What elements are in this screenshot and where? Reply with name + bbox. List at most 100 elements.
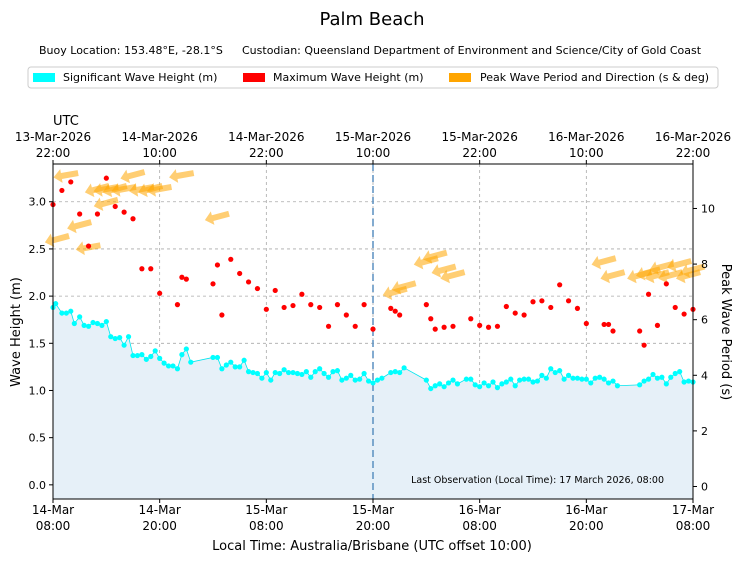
hsig-point [365,378,372,384]
hsig-point [521,376,527,382]
top-axis-ticks: 13-Mar-2026 22:00 14-Mar-2026 10:00 14-Mar-2… [15,130,731,164]
hsig-point [374,377,381,383]
hsig-point [63,310,69,316]
hmax-point [521,312,527,318]
period-arrow [111,182,137,197]
hmax-point [637,328,643,334]
hmax-point [503,303,509,310]
hsig-point [445,380,452,386]
hsig-point [548,366,554,372]
hsig-point [525,376,532,382]
hmax-point [214,262,221,268]
hmax-point [512,310,518,316]
top-tick-label-time: 10:00 [142,146,177,160]
hmax-point [663,281,669,287]
hsig-point [663,381,669,387]
period-arrow [667,258,693,273]
last-observation-note: Last Observation (Local Time): 17 March … [411,475,664,486]
hsig-point [139,352,145,358]
right-tick-label: 0 [701,480,708,493]
hsig-point [299,371,305,378]
hsig-point [543,375,549,381]
hsig-point [490,379,496,385]
hmax-point [139,266,145,272]
hsig-point [654,375,661,381]
hmax-point [263,306,269,312]
hsig-point [565,372,572,378]
top-tick-label-date: 15-Mar-2026 [335,130,411,144]
hsig-point [668,374,674,380]
period-arrow [431,263,457,278]
left-tick-label: 2.0 [29,290,47,303]
hmax-point [494,323,501,329]
bottom-tick-label-time: 08:00 [36,519,71,533]
hsig-point [539,372,545,378]
hmax-point [450,323,456,329]
hsig-point [392,369,398,375]
hsig-point [557,368,563,374]
custodian: Custodian: Queensland Department of Envi… [242,44,702,57]
top-tick-label-date: 14-Mar-2026 [228,130,304,144]
hmax-point [565,298,572,304]
hsig-point [339,377,345,383]
hmax-point [530,299,536,305]
legend: Significant Wave Height (m) Maximum Wave… [27,66,719,89]
bottom-axis-label: Local Time: Australia/Brisbane (UTC offs… [212,539,532,554]
hsig-point [219,366,225,372]
hmax-point [574,305,581,311]
left-tick-label: 0.5 [29,432,47,445]
hmax-point [148,266,154,272]
hmax-point [317,304,323,311]
hsig-point [263,369,269,376]
hsig-point [77,314,83,320]
bottom-tick-label-date: 17-Mar [672,503,714,517]
hmax-point [334,302,341,308]
bottom-tick-label-date: 15-Mar [352,503,394,517]
left-axis-label: Wave Height (m) [9,277,24,387]
period-arrow-shape [391,280,417,295]
hmax-point [392,308,398,314]
hmax-point [157,290,163,296]
hsig-point [294,370,301,377]
hsig-point [148,353,154,360]
hsig-point [645,376,652,382]
hsig-point [512,383,518,389]
hmax-point [485,324,492,330]
hmax-point [352,323,358,329]
legend-swatch-period [449,73,471,82]
period-arrow [391,280,417,295]
left-tick-label: 0.0 [29,479,47,492]
chart-title: Palm Beach [319,9,424,30]
hmax-point [121,209,127,215]
hmax-point [85,243,92,249]
hmax-point [290,302,296,309]
hsig-point [223,362,229,368]
hsig-point [268,377,274,383]
hmax-point [583,320,589,327]
hsig-point [605,380,612,386]
hsig-point [361,370,367,377]
hsig-point [277,370,283,377]
hmax-point [672,304,678,311]
hsig-point [334,368,341,374]
period-arrows [44,169,706,300]
hsig-point [637,382,643,388]
hmax-points [50,175,696,348]
hsig-point [650,371,656,378]
hsig-point [170,363,176,369]
hmax-point [183,276,189,282]
right-tick-label: 2 [701,425,708,438]
hmax-point [103,175,109,181]
hsig-point [610,378,616,384]
hsig-point [165,363,172,369]
hmax-point [388,305,394,311]
bottom-tick-label-date: 14-Mar [139,503,181,517]
hsig-point [183,346,189,352]
hsig-point [90,319,96,326]
period-arrow-shape [649,260,675,275]
hsig-point [597,374,603,380]
top-tick-label-time: 22:00 [676,146,711,160]
bottom-tick-label-time: 20:00 [142,519,177,533]
hsig-point [290,369,296,376]
period-arrow [600,269,626,284]
